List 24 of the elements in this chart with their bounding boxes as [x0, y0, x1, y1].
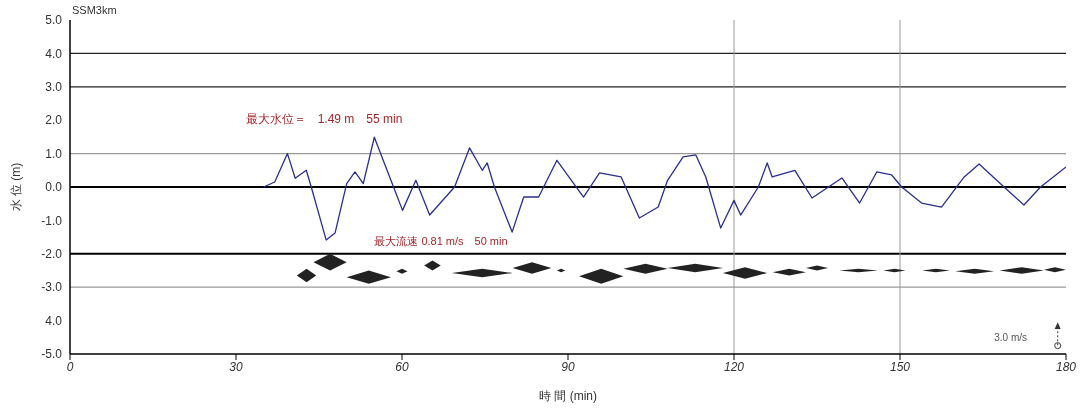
x-tick-label: 0 [66, 359, 74, 374]
text: SSM3km [72, 4, 117, 16]
annotation: 3.0 m/s [994, 331, 1028, 343]
y-tick-label: 4.0 [45, 46, 63, 61]
y-tick-label: 2.0 [45, 113, 63, 128]
y-tick-label: -2.0 [41, 247, 63, 262]
annotation: 最大流速 0.81 m/s 50 min [374, 235, 508, 248]
y-axis-title: 水 位 (m) [9, 162, 24, 212]
annotation: 最大水位＝ 1.49 m 55 min [245, 112, 403, 127]
y-tick-label: 4.0 [45, 313, 63, 328]
x-tick-label: 180 [1055, 359, 1077, 374]
y-tick-label: 5.0 [45, 13, 63, 28]
x-tick-label: 90 [561, 359, 575, 374]
y-tick-label: -5.0 [41, 347, 63, 362]
y-tick-label: -3.0 [41, 280, 63, 295]
y-tick-label: 0.0 [45, 180, 63, 195]
y-tick-label: 3.0 [45, 80, 63, 95]
x-tick-label: 60 [395, 359, 409, 374]
x-tick-label: 120 [723, 359, 745, 374]
x-tick-label: 150 [889, 359, 911, 374]
x-axis-title: 時 間 (min) [539, 389, 597, 403]
x-tick-label: 30 [229, 359, 243, 374]
y-tick-label: 1.0 [45, 146, 63, 161]
y-tick-label: -1.0 [41, 213, 63, 228]
